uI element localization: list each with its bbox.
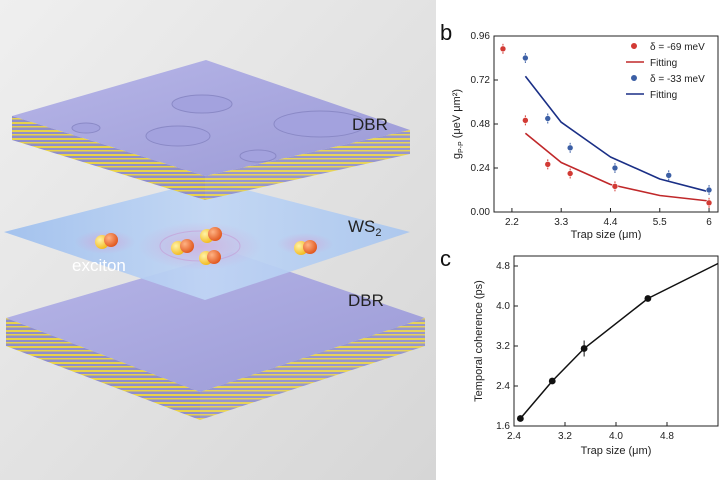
- chart-b-xtick-label: 4.4: [604, 217, 618, 228]
- chart-c-ytick-label: 4.0: [496, 301, 510, 312]
- chart-c-xtick-label: 4.8: [660, 431, 674, 442]
- chart-c-point: [548, 377, 556, 385]
- chart-c-point: [516, 415, 524, 422]
- chart-c-plot-area: 2.4 3.2 4.0 4.81.62.43.24.04.8: [496, 255, 719, 442]
- chart-b-legend: δ = -69 meV Fitting δ = -33 meV Fitting: [626, 42, 705, 101]
- ws2-label: WS2: [348, 217, 382, 239]
- chart-b-point-series-2: [544, 115, 552, 122]
- chart-b-ytick-label: 0.72: [471, 75, 491, 86]
- chart-b-xlabel: Trap size (μm): [571, 229, 642, 240]
- chart-c-xtick-label: 2.4: [507, 431, 521, 442]
- chart-b-point-series-1: [522, 117, 529, 124]
- panel-c-letter: c: [440, 246, 451, 271]
- chart-b-point-series-2: [611, 164, 619, 172]
- chart-c-ytick-label: 3.2: [496, 341, 510, 352]
- chart-b-ytick-label: 0.24: [471, 163, 491, 174]
- chart-b-point-series-2: [522, 54, 529, 62]
- panel-b-letter: b: [440, 20, 452, 45]
- chart-b-fit-line-1: [524, 132, 710, 202]
- chart-b-plot-area: 2.2 3.3 4.4 5.5 6 0.00 0.24 0.48 0.72 0.96: [471, 31, 719, 228]
- chart-c-ytick-label: 1.6: [496, 421, 510, 432]
- chart-b-xtick-label: 5.5: [653, 217, 667, 228]
- chart-b-ylabel: gP-P (μeV μm²): [451, 89, 465, 159]
- chart-b-legend-label: Fitting: [650, 58, 677, 69]
- chart-c-point: [580, 345, 588, 352]
- chart-c-frame: [513, 255, 719, 427]
- chart-b-point-series-1: [611, 183, 619, 190]
- chart-b-legend-label: Fitting: [650, 90, 677, 101]
- chart-b-legend-label: δ = -69 meV: [650, 42, 705, 53]
- top-dbr-label: DBR: [352, 115, 388, 134]
- chart-b-xtick-label: 6: [706, 217, 712, 228]
- chart-c: c 2.4 3.2 4.0 4.81.62.43.24.04.8 Trap size …: [440, 246, 719, 457]
- chart-c-ytick-label: 4.8: [496, 261, 510, 272]
- chart-b-point-series-2: [566, 144, 574, 152]
- bottom-dbr-label: DBR: [348, 291, 384, 310]
- chart-b-ytick-label: 0.96: [471, 31, 491, 42]
- chart-b-point-series-2: [705, 186, 713, 194]
- chart-b-legend-marker: [631, 43, 637, 49]
- chart-b-ytick-label: 0.00: [471, 207, 491, 218]
- chart-c-xlabel: Trap size (μm): [581, 445, 652, 457]
- chart-b-legend-label: δ = -33 meV: [650, 74, 705, 85]
- chart-b-legend-marker: [631, 75, 637, 81]
- chart-c-ylabel: Temporal coherence (ps): [473, 280, 485, 402]
- chart-b-fit-line-2: [524, 75, 710, 193]
- chart-b-point-series-1: [566, 170, 574, 177]
- chart-b-xtick-label: 2.2: [505, 217, 519, 228]
- chart-b: b 2.2 3.3 4.4 5.5 6 0.00 0.24 0.48 0.72 0.96 Trap…: [440, 20, 719, 240]
- bottom-dbr: [6, 252, 425, 420]
- top-dbr: [12, 60, 410, 200]
- chart-b-point-series-1: [544, 161, 552, 168]
- chart-c-series-line: [519, 262, 719, 419]
- chart-b-ytick-label: 0.48: [471, 119, 491, 130]
- chart-c-xtick-label: 4.0: [609, 431, 623, 442]
- chart-b-point-series-1: [499, 45, 507, 53]
- chart-c-xtick-label: 3.2: [558, 431, 572, 442]
- exciton-label: exciton: [72, 256, 126, 275]
- chart-c-ytick-label: 2.4: [496, 381, 510, 392]
- chart-b-point-series-1: [705, 199, 713, 207]
- chart-b-point-series-2: [665, 172, 673, 179]
- exciton-cluster: [95, 227, 317, 265]
- chart-c-point: [644, 295, 652, 302]
- microcavity-schematic: DBR WS2 exciton DBR: [0, 0, 436, 480]
- chart-b-xtick-label: 3.3: [554, 217, 568, 228]
